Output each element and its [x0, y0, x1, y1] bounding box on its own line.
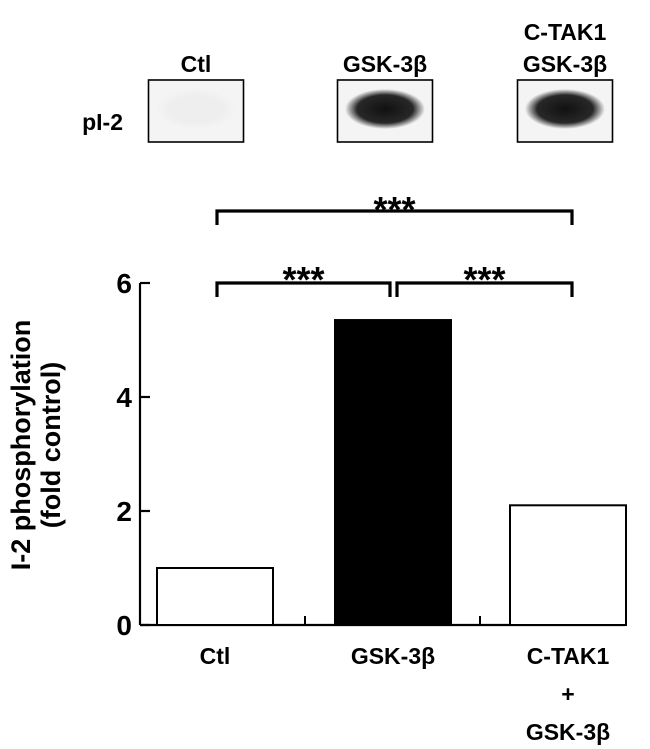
blot-lane-label: GSK-3β: [343, 51, 427, 77]
blot-band: [345, 89, 425, 129]
x-tick-label: Ctl: [200, 643, 231, 669]
y-tick-label: 0: [116, 610, 132, 641]
western-blot-panel: pI-2 Ctl GSK-3β C-TAK1 GSK-3β: [82, 19, 614, 143]
x-tick-label: GSK-3β: [351, 643, 435, 669]
blot-lane-label: GSK-3β: [523, 51, 607, 77]
x-tick-label: +: [561, 681, 574, 707]
bar: [156, 567, 274, 626]
blot-row-label: pI-2: [82, 109, 123, 135]
significance-label: ***: [373, 189, 415, 230]
blot-band: [156, 89, 236, 129]
significance-bracket: [215, 209, 574, 225]
significance-label: ***: [282, 259, 324, 300]
significance-bracket: [395, 281, 574, 297]
blot-lane-label: C-TAK1: [524, 19, 607, 45]
significance-bracket: [215, 281, 392, 297]
bar: [334, 319, 452, 626]
significance-label: ***: [463, 259, 505, 300]
y-tick-label: 2: [116, 496, 132, 527]
y-axis-label: I-2 phosphorylation: [6, 320, 36, 571]
x-tick-label: C-TAK1: [527, 643, 610, 669]
blot-lane-label: Ctl: [181, 51, 212, 77]
x-tick-label: GSK-3β: [526, 719, 610, 745]
blot-band: [525, 89, 605, 129]
bar: [509, 504, 627, 626]
y-tick-label: 6: [116, 268, 132, 299]
y-axis-label: (fold control): [36, 362, 66, 528]
y-tick-label: 4: [116, 382, 132, 413]
bar-chart: 0 2 4 6 Ctl GSK-3β C-TAK1 + GSK-3β I-2 phosphoryl…: [6, 189, 627, 745]
